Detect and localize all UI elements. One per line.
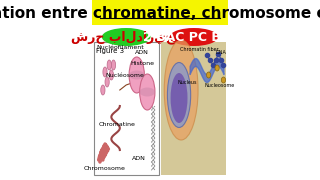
Text: Nucleosome: Nucleosome bbox=[204, 82, 234, 87]
Circle shape bbox=[109, 70, 114, 80]
Circle shape bbox=[103, 67, 107, 77]
Text: 2 BAC PC BIOF: 2 BAC PC BIOF bbox=[143, 30, 244, 44]
Circle shape bbox=[111, 60, 116, 70]
Ellipse shape bbox=[167, 62, 191, 127]
Ellipse shape bbox=[129, 71, 144, 80]
Text: Figure 3: Figure 3 bbox=[96, 48, 124, 54]
Ellipse shape bbox=[102, 28, 150, 46]
Text: Nucléosome: Nucléosome bbox=[106, 73, 145, 78]
Ellipse shape bbox=[221, 77, 226, 83]
Circle shape bbox=[140, 74, 155, 110]
Ellipse shape bbox=[140, 87, 155, 96]
Text: Histone: Histone bbox=[130, 60, 154, 66]
Text: شرح بالداريجة: شرح بالداريجة bbox=[71, 30, 182, 44]
Ellipse shape bbox=[171, 73, 188, 123]
Ellipse shape bbox=[164, 40, 198, 140]
Text: Nucléofilament: Nucléofilament bbox=[96, 44, 144, 50]
Text: V. Relation entre chromatine, chromosome et ADN: V. Relation entre chromatine, chromosome… bbox=[0, 6, 320, 21]
Circle shape bbox=[107, 60, 111, 70]
Text: ADN: ADN bbox=[132, 156, 146, 161]
FancyBboxPatch shape bbox=[93, 42, 159, 175]
Ellipse shape bbox=[215, 65, 219, 71]
Text: ADN: ADN bbox=[135, 50, 149, 55]
Ellipse shape bbox=[170, 28, 218, 46]
Text: Chromatine: Chromatine bbox=[99, 123, 135, 127]
Text: Chromosome: Chromosome bbox=[83, 165, 125, 170]
Circle shape bbox=[105, 77, 109, 87]
Text: Nucleus: Nucleus bbox=[178, 80, 197, 84]
Text: V. Relation entre chromatine, chromosome et ADN: V. Relation entre chromatine, chromosome… bbox=[0, 179, 1, 180]
Text: Chromatin fiber: Chromatin fiber bbox=[180, 46, 218, 51]
Ellipse shape bbox=[206, 72, 211, 78]
Text: DNA: DNA bbox=[216, 50, 227, 55]
Circle shape bbox=[101, 85, 105, 95]
FancyBboxPatch shape bbox=[92, 0, 228, 25]
FancyBboxPatch shape bbox=[161, 42, 227, 175]
Circle shape bbox=[129, 57, 144, 93]
